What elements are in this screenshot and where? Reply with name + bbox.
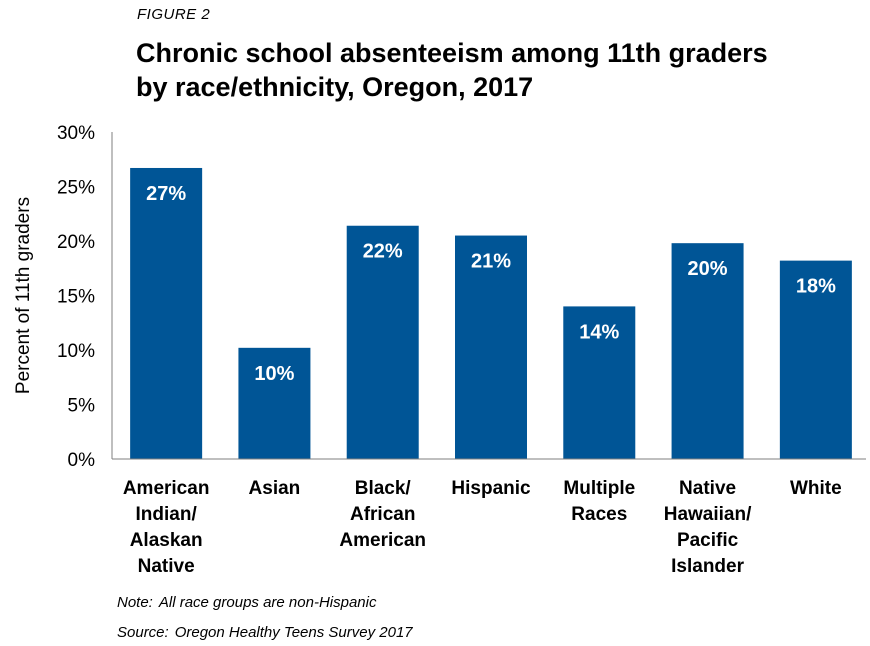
bar — [455, 235, 527, 459]
chart-title-line-2: by race/ethnicity, Oregon, 2017 — [136, 72, 534, 102]
y-tick-label: 30% — [57, 123, 95, 144]
x-tick-label: American Indian/Alaskan Native — [123, 478, 210, 577]
x-tick-label-line: American — [339, 530, 426, 551]
x-tick-label-line: Alaskan — [130, 530, 203, 551]
x-tick-label-line: Races — [571, 504, 627, 525]
figure-label: FIGURE 2 — [137, 6, 211, 23]
data-label: 22% — [363, 241, 403, 263]
data-label: 21% — [471, 251, 511, 273]
x-tick-label-line: Pacific — [677, 530, 739, 551]
chart-title: Chronic school absenteeism among 11th gr… — [136, 36, 866, 104]
bar — [238, 347, 311, 459]
note-label: Note: — [117, 594, 153, 611]
data-label: 27% — [146, 183, 186, 205]
x-tick-label-line: White — [790, 478, 842, 499]
bar — [346, 225, 419, 459]
y-tick-label: 10% — [57, 341, 95, 362]
y-tick-label: 20% — [57, 232, 95, 253]
chart-source: Source: Oregon Healthy Teens Survey 2017 — [117, 624, 413, 641]
bar — [671, 243, 744, 459]
data-label: 14% — [579, 321, 619, 343]
x-tick-label-line: Indian/ — [136, 504, 198, 525]
chart-title-line-1: Chronic school absenteeism among 11th gr… — [136, 38, 768, 68]
y-tick-label: 15% — [57, 287, 95, 308]
x-tick-label-line: Asian — [249, 478, 301, 499]
x-tick-label: Black/African American — [339, 478, 426, 551]
x-tick-label: Asian — [249, 478, 301, 499]
x-tick-label-line: Native — [679, 478, 736, 499]
x-tick-label: Multiple Races — [563, 478, 635, 525]
x-tick-label-line: Multiple — [563, 478, 635, 499]
x-tick-label: White — [790, 478, 842, 499]
source-text: Oregon Healthy Teens Survey 2017 — [174, 624, 413, 641]
y-axis-label: Percent of 11th graders — [13, 197, 34, 394]
x-tick-label-line: Hispanic — [451, 478, 531, 499]
x-tick-label: Hispanic — [451, 478, 531, 499]
bar — [563, 306, 636, 459]
source-label: Source: — [117, 624, 169, 641]
x-tick-label-line: Black/ — [355, 478, 412, 499]
x-tick-label: Native Hawaiian/Pacific Islander — [664, 478, 752, 577]
note-text: All race groups are non-Hispanic — [158, 594, 377, 611]
bar — [779, 260, 852, 459]
x-tick-label-line: Hawaiian/ — [664, 504, 752, 525]
data-label: 20% — [688, 258, 728, 280]
chart-note: Note: All race groups are non-Hispanic — [117, 594, 376, 611]
x-tick-label-line: American — [123, 478, 210, 499]
bar — [130, 167, 203, 459]
y-tick-label: 25% — [57, 178, 95, 199]
x-tick-label-line: African — [350, 504, 415, 525]
data-label: 18% — [796, 276, 836, 298]
y-tick-label: 5% — [68, 396, 96, 417]
bar-chart: Percent of 11th graders 0% 5% 10% 15% 20% 25% 3… — [13, 123, 866, 577]
x-tick-label-line: Islander — [671, 556, 744, 577]
y-tick-label: 0% — [68, 450, 96, 471]
x-tick-label-line: Native — [138, 556, 195, 577]
data-label: 10% — [254, 363, 294, 385]
